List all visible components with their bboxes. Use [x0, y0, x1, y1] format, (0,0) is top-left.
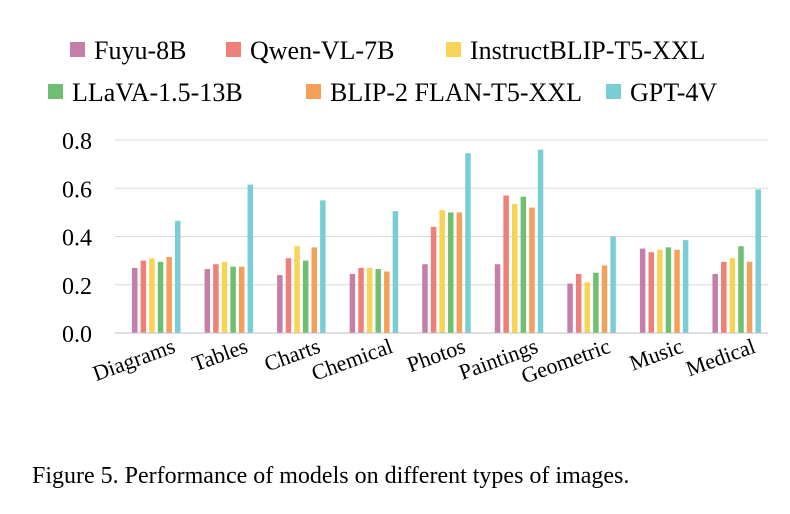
bar-chemical-2 — [366, 267, 373, 333]
bar-photos-0 — [422, 264, 428, 333]
bar-medical-2 — [729, 258, 736, 333]
bar-photos-5 — [465, 153, 471, 333]
legend-label-1: Qwen-VL-7B — [250, 36, 394, 65]
bar-diagrams-2 — [149, 258, 155, 333]
bar-music-5 — [682, 240, 689, 333]
bar-music-0 — [639, 248, 646, 333]
y-tick-label-2: 0.4 — [62, 226, 92, 252]
legend-swatch-2 — [446, 42, 461, 57]
bar-chemical-1 — [358, 267, 364, 333]
bar-paintings-0 — [494, 264, 501, 333]
bar-music-4 — [674, 249, 680, 333]
bar-tables-4 — [238, 266, 245, 333]
bar-paintings-1 — [503, 195, 509, 333]
bar-charts-5 — [320, 200, 326, 333]
bar-diagrams-5 — [175, 220, 181, 333]
legend-swatch-4 — [306, 84, 321, 99]
bar-diagrams-3 — [157, 261, 164, 333]
bar-photos-4 — [456, 212, 463, 333]
bar-charts-3 — [302, 260, 309, 333]
bar-geometric-4 — [601, 265, 608, 333]
bar-tables-1 — [213, 264, 219, 333]
legend-label-0: Fuyu-8B — [94, 36, 186, 65]
bar-medical-0 — [712, 273, 718, 333]
bar-chemical-0 — [349, 273, 356, 333]
bar-geometric-3 — [593, 272, 599, 333]
bar-chemical-3 — [375, 269, 381, 333]
bar-geometric-1 — [575, 273, 582, 333]
bar-chemical-4 — [384, 271, 390, 333]
y-tick-label-3: 0.6 — [62, 177, 92, 203]
bar-paintings-2 — [511, 203, 518, 333]
bars — [132, 149, 761, 333]
legend-label-2: InstructBLIP-T5-XXL — [470, 36, 705, 65]
legend-label-5: GPT-4V — [630, 78, 717, 107]
bar-medical-5 — [755, 189, 761, 333]
bar-music-2 — [657, 249, 663, 333]
bar-charts-2 — [294, 246, 300, 333]
bar-charts-0 — [277, 275, 283, 333]
bar-photos-1 — [430, 226, 437, 333]
bar-tables-5 — [247, 184, 254, 333]
legend-label-4: BLIP-2 FLAN-T5-XXL — [330, 78, 582, 107]
x-category-label-1: Tables — [189, 333, 251, 376]
bar-diagrams-1 — [140, 260, 147, 333]
y-tick-label-1: 0.2 — [62, 274, 92, 300]
legend: Fuyu-8B Qwen-VL-7B InstructBLIP-T5-XXL LLaV… — [48, 36, 717, 107]
x-category-label-0: Diagrams — [89, 333, 178, 386]
x-category-label-7: Music — [626, 333, 686, 375]
bar-tables-0 — [204, 269, 211, 333]
bar-paintings-3 — [520, 196, 527, 333]
bar-photos-2 — [439, 209, 445, 333]
bar-tables-2 — [221, 261, 228, 333]
bar-medical-3 — [738, 246, 744, 333]
y-axis-ticks: 0.0 0.2 0.4 0.6 0.8 — [62, 129, 92, 348]
figure-caption: Figure 5. Performance of models on diffe… — [32, 463, 630, 489]
legend-swatch-3 — [48, 84, 63, 99]
x-category-label-8: Medical — [682, 333, 758, 381]
bar-music-3 — [665, 247, 672, 333]
bar-paintings-4 — [529, 207, 535, 333]
legend-swatch-5 — [606, 84, 621, 99]
bar-diagrams-4 — [166, 257, 172, 333]
legend-label-3: LLaVA-1.5-13B — [72, 78, 243, 107]
bar-chart: Fuyu-8B Qwen-VL-7B InstructBLIP-T5-XXL LLaV… — [48, 36, 768, 388]
legend-swatch-0 — [70, 42, 85, 57]
bar-photos-3 — [448, 212, 454, 333]
bar-music-1 — [648, 252, 654, 333]
bar-geometric-2 — [584, 282, 591, 333]
bar-geometric-0 — [567, 283, 573, 333]
bar-charts-4 — [311, 247, 318, 333]
bar-chemical-5 — [392, 211, 399, 333]
bar-medical-4 — [746, 261, 753, 333]
y-tick-label-4: 0.8 — [62, 129, 92, 155]
bar-diagrams-0 — [132, 267, 138, 333]
bar-paintings-5 — [537, 149, 544, 333]
bar-charts-1 — [285, 258, 292, 333]
legend-swatch-1 — [226, 42, 241, 57]
y-tick-label-0: 0.0 — [62, 322, 92, 348]
bar-medical-1 — [721, 261, 727, 333]
bar-geometric-5 — [610, 236, 616, 333]
bar-tables-3 — [230, 266, 236, 333]
x-category-label-3: Chemical — [308, 333, 396, 385]
